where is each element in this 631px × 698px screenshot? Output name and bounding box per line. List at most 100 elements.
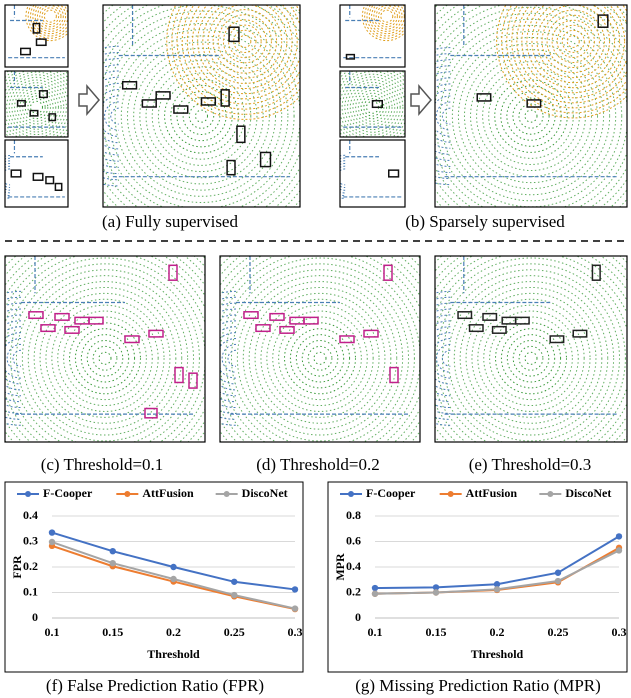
detection-box [141,99,157,108]
y-tick-label: 0.6 [346,533,361,547]
scan-ring [25,5,68,42]
scene [435,256,627,442]
detection-box [371,99,383,109]
scan-arc [435,83,451,149]
detection-box [279,325,295,334]
series-line [51,541,296,610]
detection-box [303,316,319,325]
scan-ring [541,9,605,74]
scan-arc [436,343,451,373]
scan-ring [451,36,611,196]
detection-box [228,26,240,43]
data-point [615,533,623,540]
scan-ring [202,5,288,84]
scan-ring [233,29,257,54]
scan-ring [506,91,556,141]
data-point [371,590,379,597]
detection-box [64,325,80,334]
scan-ring [126,41,277,191]
scan-ring [512,340,550,377]
scan-ring [43,9,57,23]
scene [5,71,68,137]
detection-box [549,335,565,344]
y-tick-label: 0.4 [346,559,361,573]
scene [0,187,276,529]
scan-arc [340,157,346,197]
scan-ring [27,98,46,117]
scan-arc [103,70,119,162]
caption: (d) Threshold=0.2 [256,455,380,474]
data-point [231,591,238,599]
scene [343,5,405,60]
road-edge [444,5,618,178]
detection-box [482,312,498,321]
scan-ring [518,103,544,129]
caption: (c) Threshold=0.1 [41,455,164,474]
scan-ring [374,0,631,273]
scan-ring [362,0,631,286]
scan-ring [301,340,339,377]
scan-ring [489,316,573,401]
scan-ring [0,187,276,529]
detection-box [363,329,379,338]
scene [5,140,65,199]
scan-ring [98,351,112,365]
road-edge [15,256,195,415]
scan-ring [217,14,272,69]
scan-ring [313,351,327,365]
scan-ring [531,5,616,84]
scan-arc [220,326,237,391]
scene [103,5,300,207]
data-point [432,589,440,596]
scan-ring [74,328,136,389]
scan-ring [80,334,130,383]
scan-ring [375,5,398,28]
scan-ring [225,263,415,442]
scan-ring [445,30,617,202]
scan-ring [371,5,403,32]
scan-ring [341,76,404,137]
scan-ring [197,5,293,90]
scan-ring [157,72,246,160]
detection-box [48,113,57,122]
scan-ring [516,5,627,99]
detection-box [148,329,164,338]
scan-ring [453,281,609,436]
road-edge [343,5,402,59]
data-point [554,577,562,585]
scan-arc [12,349,22,367]
scan-arc [5,338,22,379]
scan-arc [435,290,451,426]
scan-ring [435,6,627,207]
data-point [554,569,562,576]
detection-box [491,325,507,334]
scan-ring [220,256,420,442]
detection-box [514,316,530,325]
scan-ring [355,89,390,125]
scan-ring [551,19,595,63]
scan-ring [483,310,579,407]
detection-box [29,109,39,117]
scan-ring [176,91,227,142]
detection-box [40,324,56,333]
detection-box [345,53,356,60]
scan-ring [546,14,600,69]
y-tick-label: 0.8 [346,508,361,522]
scan-ring [447,275,615,442]
scan-ring [220,256,420,442]
scan-ring [524,351,538,365]
y-tick-label: 0 [32,610,38,624]
data-point [170,563,177,571]
scan-ring [19,90,54,125]
detection-box [200,97,217,106]
arrow [410,83,432,117]
data-point [493,586,501,593]
scan-ring [347,81,398,133]
detection-box [597,14,609,28]
caption: (e) Threshold=0.3 [469,455,592,474]
scan-ring [435,257,627,442]
scan-arc [340,162,346,191]
scan-ring [22,92,51,122]
scan-ring [5,71,68,137]
scan-ring [133,47,270,185]
